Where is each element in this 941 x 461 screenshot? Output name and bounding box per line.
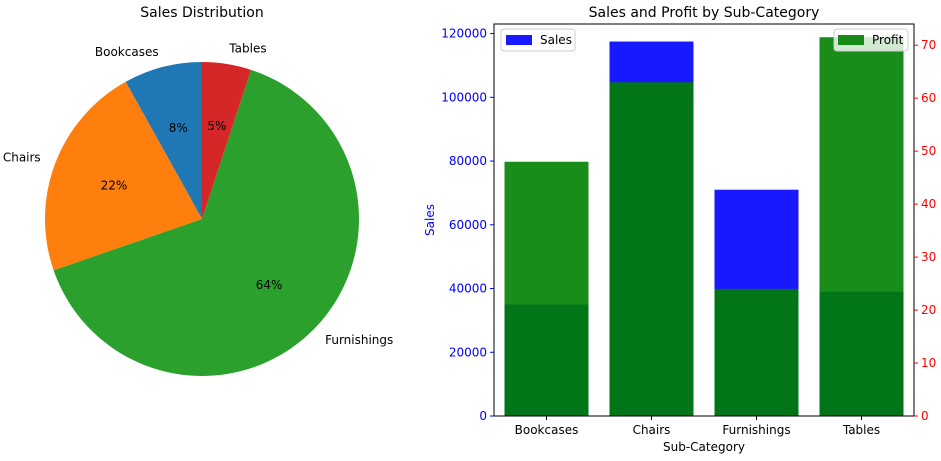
pie-slice-bookcases (125, 62, 202, 219)
bar-profit-furnishings (714, 288, 799, 416)
y2-tick-50: 50 (921, 144, 936, 158)
y-tick-0: 0 (479, 409, 487, 423)
y2-tick-70: 70 (921, 38, 936, 52)
pie-label-furnishings: Furnishings (325, 333, 393, 347)
pie-slice-tables (202, 62, 251, 219)
y2-tick-30: 30 (921, 250, 936, 264)
pie-slice-furnishings (53, 69, 359, 376)
pie-pct-tables: 5% (207, 119, 226, 133)
plot-frame (493, 23, 915, 417)
bar-profit-bookcases (504, 161, 589, 416)
pie-pct-bookcases: 8% (169, 121, 188, 135)
y2-tick-10: 10 (921, 356, 936, 370)
pie-label-tables: Tables (228, 42, 266, 56)
y-axis-label: Sales (423, 204, 437, 236)
pie-label-bookcases: Bookcases (95, 45, 159, 59)
legend-profit: Profit (833, 28, 909, 52)
bar-chart: Bookcases Chairs Furnishings Tables 0 20000 40… (441, 23, 936, 437)
pie-pct-chairs: 22% (101, 178, 128, 192)
legend-sales: Sales (500, 28, 576, 52)
y2-tick-60: 60 (921, 91, 936, 105)
bar-profit-chairs (609, 82, 694, 417)
legend-sales-swatch (506, 35, 532, 45)
x-tick-bookcases: Bookcases (515, 423, 579, 437)
legend-sales-label: Sales (540, 33, 572, 47)
pie-label-chairs: Chairs (3, 150, 41, 164)
y-tick-60000: 60000 (449, 218, 487, 232)
pie-pct-furnishings: 64% (256, 278, 283, 292)
pie-title: Sales Distribution (140, 5, 263, 21)
x-tick-tables: Tables (842, 423, 880, 437)
x-tick-furnishings: Furnishings (722, 423, 790, 437)
y-tick-40000: 40000 (449, 282, 487, 296)
y-tick-120000: 120000 (441, 27, 487, 41)
bar-title: Sales and Profit by Sub-Category (589, 5, 820, 21)
y-tick-80000: 80000 (449, 154, 487, 168)
y-tick-100000: 100000 (441, 90, 487, 104)
bar-profit-tables (819, 37, 904, 417)
pie-slice-chairs (44, 81, 202, 271)
x-axis-label: Sub-Category (663, 440, 745, 454)
y2-tick-40: 40 (921, 197, 936, 211)
y-tick-20000: 20000 (449, 345, 487, 359)
y2-tick-20: 20 (921, 303, 936, 317)
y2-tick-0: 0 (921, 409, 929, 423)
x-tick-chairs: Chairs (633, 423, 671, 437)
legend-profit-swatch (838, 35, 864, 45)
legend-profit-label: Profit (872, 33, 904, 47)
pie-chart: 8% Bookcases 22% Chairs 64% Furnishings 5% Tabl… (3, 42, 393, 376)
